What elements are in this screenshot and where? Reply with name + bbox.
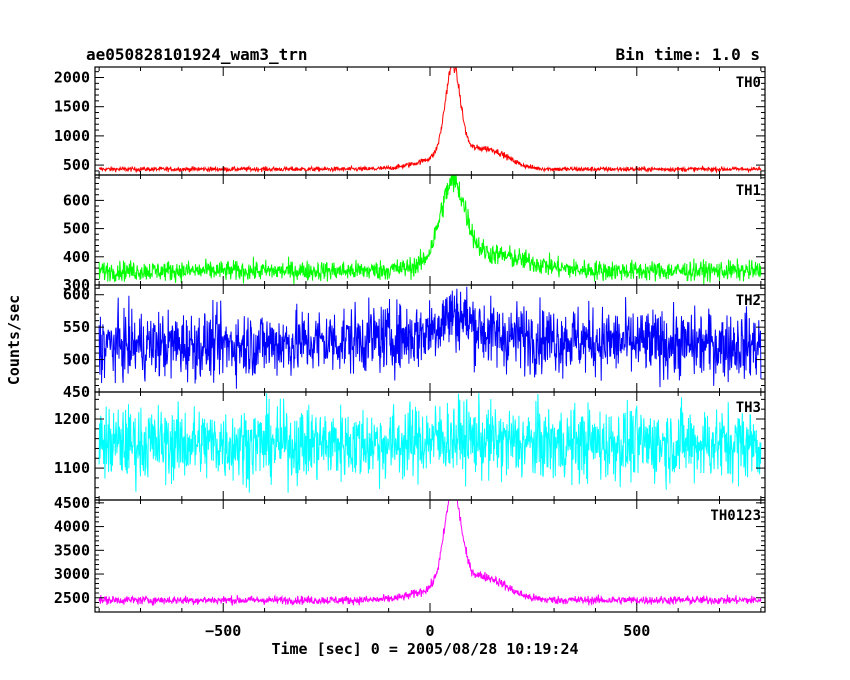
x-tick-label: 500 bbox=[623, 622, 650, 640]
panel-label-th0123: TH0123 bbox=[710, 508, 761, 524]
x-tick-label: −500 bbox=[205, 622, 241, 640]
panel-frame bbox=[94, 499, 766, 613]
y-tick-label: 3000 bbox=[54, 565, 90, 583]
series-line-th1 bbox=[98, 175, 762, 285]
panel-th0: 500 1000 1500 2000 TH0 bbox=[54, 66, 766, 176]
y-tick-label: 400 bbox=[63, 248, 90, 266]
y-tick-label: 2500 bbox=[54, 589, 90, 607]
y-tick-label: 1200 bbox=[54, 410, 90, 428]
y-tick-label: 500 bbox=[63, 220, 90, 238]
series-line-th0 bbox=[98, 67, 762, 174]
x-axis-label: Time [sec] 0 = 2005/08/28 10:19:24 bbox=[271, 640, 578, 658]
y-tick-label: 600 bbox=[63, 286, 90, 304]
panel-th1: 300 400 500 600 TH1 bbox=[63, 174, 766, 294]
series-line-th0123 bbox=[98, 500, 762, 607]
y-tick-label: 500 bbox=[63, 351, 90, 369]
y-tick-label: 1000 bbox=[54, 127, 90, 145]
x-tick-labels: −500 0 500 bbox=[205, 622, 650, 640]
panel-label-th3: TH3 bbox=[736, 400, 761, 416]
x-tick-label: 0 bbox=[425, 622, 434, 640]
panel-th2: 450 500 550 600 TH2 bbox=[63, 284, 766, 401]
y-tick-label: 1100 bbox=[54, 459, 90, 477]
chart-title-right: Bin time: 1.0 s bbox=[616, 45, 761, 64]
panel-th3: 1100 1200 TH3 bbox=[54, 391, 766, 501]
panel-th0123: 2500 3000 3500 4000 4500 TH0123 bbox=[54, 494, 766, 613]
panel-label-th2: TH2 bbox=[736, 293, 761, 309]
y-tick-label: 2000 bbox=[54, 69, 90, 87]
y-tick-label: 450 bbox=[63, 383, 90, 401]
y-tick-label: 600 bbox=[63, 191, 90, 209]
y-axis-label: Counts/sec bbox=[5, 295, 23, 385]
y-tick-label: 4500 bbox=[54, 494, 90, 512]
y-tick-label: 300 bbox=[63, 276, 90, 294]
series-line-th3 bbox=[98, 393, 762, 493]
y-tick-label: 4000 bbox=[54, 518, 90, 536]
panel-label-th1: TH1 bbox=[736, 183, 761, 199]
y-tick-label: 3500 bbox=[54, 541, 90, 559]
chart-title-left: ae050828101924_wam3_trn bbox=[86, 45, 308, 64]
y-tick-label: 1500 bbox=[54, 98, 90, 116]
series-line-th2 bbox=[98, 286, 762, 389]
y-tick-label: 500 bbox=[63, 156, 90, 174]
panel-label-th0: TH0 bbox=[736, 75, 761, 91]
y-tick-label: 550 bbox=[63, 318, 90, 336]
